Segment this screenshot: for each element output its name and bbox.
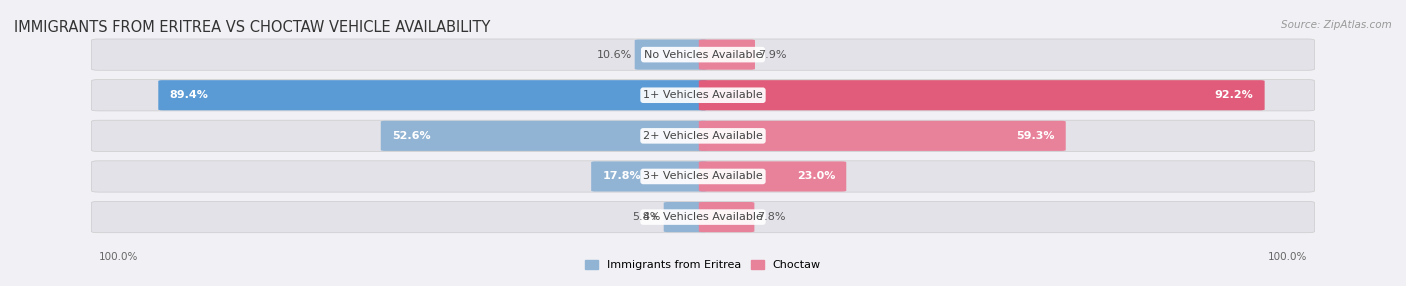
Text: 10.6%: 10.6%	[596, 50, 631, 59]
Text: IMMIGRANTS FROM ERITREA VS CHOCTAW VEHICLE AVAILABILITY: IMMIGRANTS FROM ERITREA VS CHOCTAW VEHIC…	[14, 20, 491, 35]
Text: 1+ Vehicles Available: 1+ Vehicles Available	[643, 90, 763, 100]
Text: 23.0%: 23.0%	[797, 172, 835, 181]
Text: 59.3%: 59.3%	[1017, 131, 1054, 141]
Text: 5.8%: 5.8%	[633, 212, 661, 222]
Legend: Immigrants from Eritrea, Choctaw: Immigrants from Eritrea, Choctaw	[581, 255, 825, 275]
Text: 100.0%: 100.0%	[1268, 253, 1308, 262]
Text: 52.6%: 52.6%	[392, 131, 430, 141]
Text: Source: ZipAtlas.com: Source: ZipAtlas.com	[1281, 20, 1392, 30]
Text: 7.9%: 7.9%	[758, 50, 786, 59]
Text: 100.0%: 100.0%	[98, 253, 138, 262]
Text: 89.4%: 89.4%	[170, 90, 208, 100]
Text: 92.2%: 92.2%	[1215, 90, 1253, 100]
Text: 7.8%: 7.8%	[758, 212, 786, 222]
Text: 3+ Vehicles Available: 3+ Vehicles Available	[643, 172, 763, 181]
Text: 2+ Vehicles Available: 2+ Vehicles Available	[643, 131, 763, 141]
Text: 17.8%: 17.8%	[602, 172, 641, 181]
Text: No Vehicles Available: No Vehicles Available	[644, 50, 762, 59]
Text: 4+ Vehicles Available: 4+ Vehicles Available	[643, 212, 763, 222]
